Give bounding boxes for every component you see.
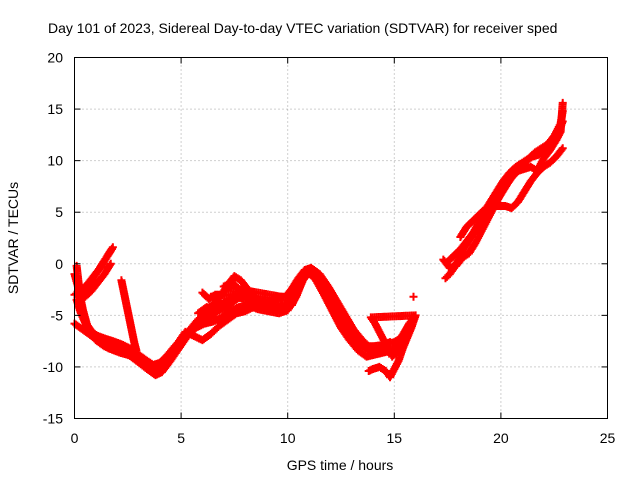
data-point (409, 315, 418, 324)
data-point (106, 259, 115, 268)
y-tick-label: 5 (55, 204, 63, 220)
x-tick-label: 0 (71, 430, 79, 446)
y-tick-label: -5 (51, 307, 64, 323)
data-point-interp (201, 304, 210, 313)
y-tick-label: 10 (47, 153, 63, 169)
x-tick-label: 25 (600, 430, 616, 446)
x-tick-label: 20 (493, 430, 509, 446)
data-point (558, 98, 567, 107)
data-point (558, 144, 567, 153)
data-point (409, 292, 418, 301)
data-point (132, 346, 141, 355)
y-tick-label: 0 (55, 256, 63, 272)
y-tick-label: -15 (43, 411, 63, 427)
axis-ticks: 0 5 10 15 20 25 -15 -10 -5 0 5 10 15 20 (43, 50, 616, 447)
y-tick-label: 15 (47, 101, 63, 117)
y-tick-label: -10 (43, 359, 63, 375)
x-tick-label: 10 (280, 430, 296, 446)
x-axis-label: GPS time / hours (287, 457, 394, 473)
y-tick-label: 20 (47, 50, 63, 66)
chart-title: Day 101 of 2023, Sidereal Day-to-day VTE… (48, 20, 557, 36)
data-points (70, 98, 567, 382)
y-axis-label: SDTVAR / TECUs (5, 182, 21, 294)
x-tick-label: 15 (387, 430, 403, 446)
x-tick-label: 5 (177, 430, 185, 446)
data-point-interp (408, 316, 417, 325)
data-point-interp (557, 145, 566, 154)
plot-frame (74, 57, 608, 419)
data-point (202, 303, 211, 312)
